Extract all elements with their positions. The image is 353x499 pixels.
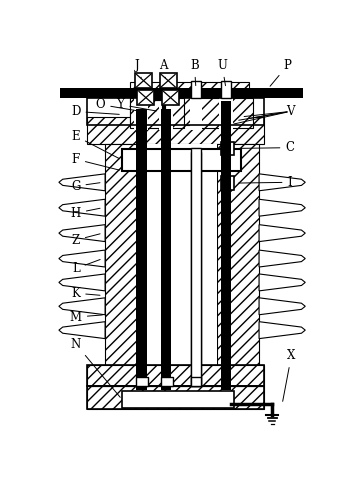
Bar <box>221 81 231 98</box>
Bar <box>87 365 264 386</box>
Text: Z: Z <box>72 234 100 247</box>
Polygon shape <box>259 250 305 267</box>
Polygon shape <box>59 225 105 242</box>
Bar <box>87 117 264 144</box>
Bar <box>190 95 202 130</box>
Bar <box>105 144 148 386</box>
Bar <box>87 386 264 410</box>
Bar <box>160 73 177 88</box>
Text: E: E <box>72 130 120 159</box>
Text: N: N <box>71 337 120 397</box>
Polygon shape <box>259 174 305 191</box>
Bar <box>136 132 146 390</box>
Bar <box>161 132 171 390</box>
Bar <box>122 391 234 408</box>
Polygon shape <box>59 199 105 216</box>
Bar <box>221 142 234 155</box>
Text: J: J <box>135 59 141 78</box>
Text: M: M <box>70 310 102 323</box>
Bar <box>162 90 179 105</box>
Polygon shape <box>259 298 305 315</box>
Polygon shape <box>59 322 105 339</box>
Text: X: X <box>283 349 295 401</box>
Bar <box>161 109 171 390</box>
Bar <box>130 82 249 125</box>
Text: D: D <box>71 105 119 118</box>
Bar <box>219 95 233 130</box>
Polygon shape <box>259 274 305 291</box>
Polygon shape <box>259 322 305 339</box>
Text: B: B <box>190 59 199 86</box>
Bar <box>87 98 264 125</box>
Polygon shape <box>59 250 105 267</box>
Bar <box>60 88 303 98</box>
Bar <box>87 386 264 410</box>
Bar <box>191 377 201 386</box>
Bar <box>159 95 173 130</box>
Text: L: L <box>72 259 100 275</box>
Bar <box>148 144 217 386</box>
Bar <box>87 365 264 386</box>
Bar <box>122 149 241 171</box>
Bar <box>136 377 148 386</box>
Bar <box>161 377 173 386</box>
Text: A: A <box>158 59 167 78</box>
Text: G: G <box>71 180 100 193</box>
Bar <box>191 81 201 98</box>
Bar <box>221 101 231 390</box>
Bar <box>191 148 201 386</box>
Bar <box>221 379 231 390</box>
Polygon shape <box>259 225 305 242</box>
Polygon shape <box>259 199 305 216</box>
Text: F: F <box>72 153 119 170</box>
Polygon shape <box>59 298 105 315</box>
Bar <box>221 113 231 390</box>
Bar <box>134 95 148 130</box>
Polygon shape <box>59 274 105 291</box>
Text: C: C <box>239 141 294 154</box>
Bar <box>199 98 253 128</box>
Bar <box>137 90 154 105</box>
Bar <box>191 152 201 386</box>
Bar <box>135 73 152 88</box>
Bar <box>221 176 234 190</box>
Text: K: K <box>71 287 100 300</box>
Text: Y: Y <box>116 98 156 111</box>
Bar <box>217 144 259 386</box>
Text: U: U <box>217 59 227 86</box>
Bar <box>130 98 184 128</box>
Text: H: H <box>71 207 100 220</box>
Bar <box>136 109 146 390</box>
Text: V: V <box>248 105 294 119</box>
Text: I: I <box>239 176 292 189</box>
Text: O: O <box>96 98 138 111</box>
Polygon shape <box>59 174 105 191</box>
Text: P: P <box>270 59 292 86</box>
